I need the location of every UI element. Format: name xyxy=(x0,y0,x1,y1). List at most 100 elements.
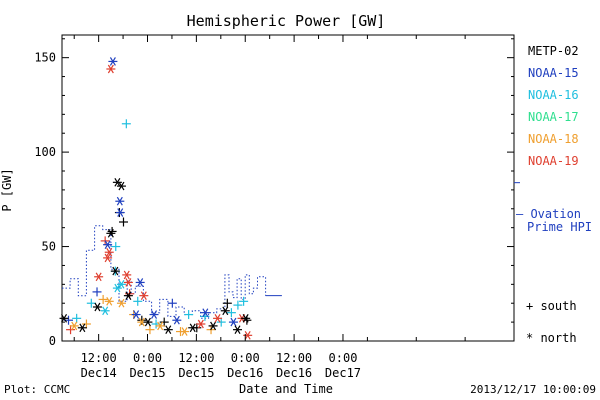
south-point xyxy=(137,315,147,325)
north-point xyxy=(139,291,149,300)
north-point xyxy=(77,323,87,333)
x-tick-date: Dec15 xyxy=(129,366,165,380)
south-point xyxy=(167,298,177,308)
north-symbol-legend: * north xyxy=(526,331,577,345)
legend-entry: NOAA-16 xyxy=(528,88,579,102)
north-point xyxy=(115,208,125,217)
north-point xyxy=(228,317,238,327)
north-point xyxy=(149,310,159,319)
north-point xyxy=(143,317,153,327)
legend-entry: NOAA-19 xyxy=(528,154,579,168)
south-point xyxy=(66,325,76,335)
north-point xyxy=(110,266,120,276)
north-point xyxy=(208,321,218,331)
south-point xyxy=(222,298,232,308)
x-tick-date: Dec16 xyxy=(227,366,263,380)
x-tick-date: Dec14 xyxy=(81,366,117,380)
north-point xyxy=(241,314,251,323)
south-point xyxy=(98,294,108,304)
north-point xyxy=(112,283,122,293)
legend-entry: NOAA-18 xyxy=(528,132,579,146)
y-tick-label: 50 xyxy=(42,240,56,254)
north-point xyxy=(100,306,110,316)
north-point xyxy=(116,280,126,289)
y-tick-label: 0 xyxy=(49,334,56,348)
x-axis-label: Date and Time xyxy=(239,382,333,396)
north-point xyxy=(115,196,125,206)
south-point xyxy=(81,319,91,329)
south-point xyxy=(118,217,128,227)
south-point xyxy=(121,119,131,129)
x-tick-time: 0:00 xyxy=(133,351,162,365)
north-point xyxy=(103,240,113,249)
north-point xyxy=(243,331,253,340)
plot-credit: Plot: CCMC xyxy=(4,383,70,396)
south-point xyxy=(233,300,243,310)
north-point xyxy=(135,278,145,287)
north-point xyxy=(116,298,126,308)
x-tick-time: 12:00 xyxy=(276,351,312,365)
north-point xyxy=(155,321,165,331)
north-point xyxy=(92,302,102,312)
north-point xyxy=(220,306,230,316)
north-point xyxy=(196,319,206,329)
south-point xyxy=(86,298,96,308)
south-point xyxy=(92,287,102,297)
north-point xyxy=(122,270,132,280)
satellite-legend: METP-02 NOAA-15 NOAA-16 NOAA-17 NOAA-18 NOAA-… xyxy=(528,44,579,168)
legend-entry: NOAA-15 xyxy=(528,66,579,80)
south-point xyxy=(216,317,226,327)
y-tick-label: 150 xyxy=(34,51,56,65)
north-point xyxy=(180,327,190,336)
north-point xyxy=(94,272,104,282)
north-point xyxy=(123,278,133,287)
north-point xyxy=(108,57,118,66)
north-point xyxy=(188,323,198,333)
north-point xyxy=(213,314,223,323)
south-point xyxy=(72,313,82,323)
ovation-legend-line2: Prime HPI xyxy=(527,220,592,234)
south-point xyxy=(145,325,155,335)
x-tick-time: 0:00 xyxy=(329,351,358,365)
plot-frame xyxy=(61,34,515,342)
ovation-series xyxy=(62,182,520,319)
legend-entry: NOAA-17 xyxy=(528,110,579,124)
north-point xyxy=(104,297,114,306)
x-tick-date: Dec17 xyxy=(325,366,361,380)
south-symbol-legend: + south xyxy=(526,299,577,313)
north-point xyxy=(104,247,114,257)
south-point xyxy=(159,317,169,327)
north-point xyxy=(106,229,116,238)
chart-title: Hemispheric Power [GW] xyxy=(187,12,386,30)
north-point xyxy=(59,314,69,323)
north-point xyxy=(106,64,116,74)
ovation-legend-line1: — Ovation xyxy=(516,207,581,221)
south-point xyxy=(184,310,194,320)
observation-points xyxy=(59,57,253,340)
x-tick-time: 12:00 xyxy=(81,351,117,365)
north-point xyxy=(112,178,122,187)
north-point xyxy=(69,321,79,331)
north-point xyxy=(103,253,113,263)
legend-entry: METP-02 xyxy=(528,44,579,58)
south-point xyxy=(239,296,249,306)
north-point xyxy=(172,315,182,325)
north-point xyxy=(233,325,243,334)
north-point xyxy=(163,325,173,334)
north-point xyxy=(123,291,133,300)
north-point xyxy=(116,181,126,191)
south-point xyxy=(133,296,143,306)
x-axis: 12:00Dec140:00Dec1512:00Dec150:00Dec1612… xyxy=(73,35,466,380)
x-tick-date: Dec16 xyxy=(276,366,312,380)
south-point xyxy=(226,308,236,318)
south-point xyxy=(111,242,121,252)
y-axis-label: P [GW] xyxy=(0,168,14,211)
plot-timestamp: 2013/12/17 10:00:09 xyxy=(470,383,596,396)
y-axis: 0 50 100 150 xyxy=(34,38,514,348)
y-tick-label: 100 xyxy=(34,145,56,159)
north-point xyxy=(200,308,210,317)
ovation-hpi-line xyxy=(62,225,267,319)
north-point xyxy=(131,310,141,319)
x-tick-time: 12:00 xyxy=(178,351,214,365)
